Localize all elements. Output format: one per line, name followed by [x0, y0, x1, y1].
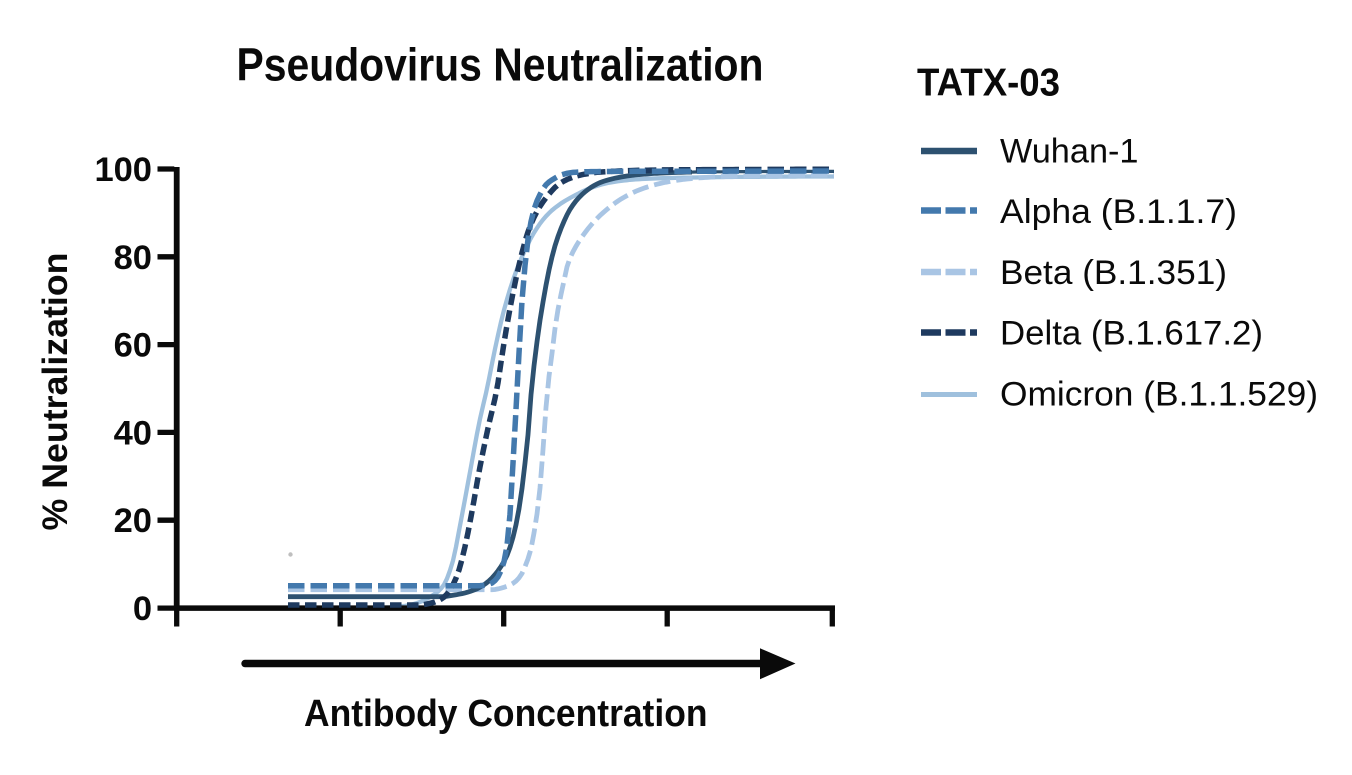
svg-text:Antibody Concentration: Antibody Concentration [304, 693, 708, 735]
svg-text:Omicron (B.1.1.529): Omicron (B.1.1.529) [1000, 375, 1318, 413]
svg-text:Delta (B.1.617.2): Delta (B.1.617.2) [1000, 315, 1263, 353]
svg-text:Beta (B.1.351): Beta (B.1.351) [1000, 254, 1227, 292]
svg-text:Alpha (B.1.1.7): Alpha (B.1.1.7) [1000, 193, 1237, 231]
svg-text:40: 40 [114, 414, 152, 452]
svg-text:80: 80 [114, 239, 152, 277]
svg-text:Pseudovirus Neutralization: Pseudovirus Neutralization [237, 39, 764, 91]
svg-text:TATX-03: TATX-03 [917, 62, 1060, 105]
svg-text:100: 100 [94, 151, 152, 189]
svg-text:20: 20 [114, 502, 152, 540]
svg-text:Wuhan-1: Wuhan-1 [1000, 132, 1139, 170]
svg-text:% Neutralization: % Neutralization [36, 253, 75, 531]
svg-text:0: 0 [133, 590, 152, 628]
svg-text:60: 60 [114, 327, 152, 365]
